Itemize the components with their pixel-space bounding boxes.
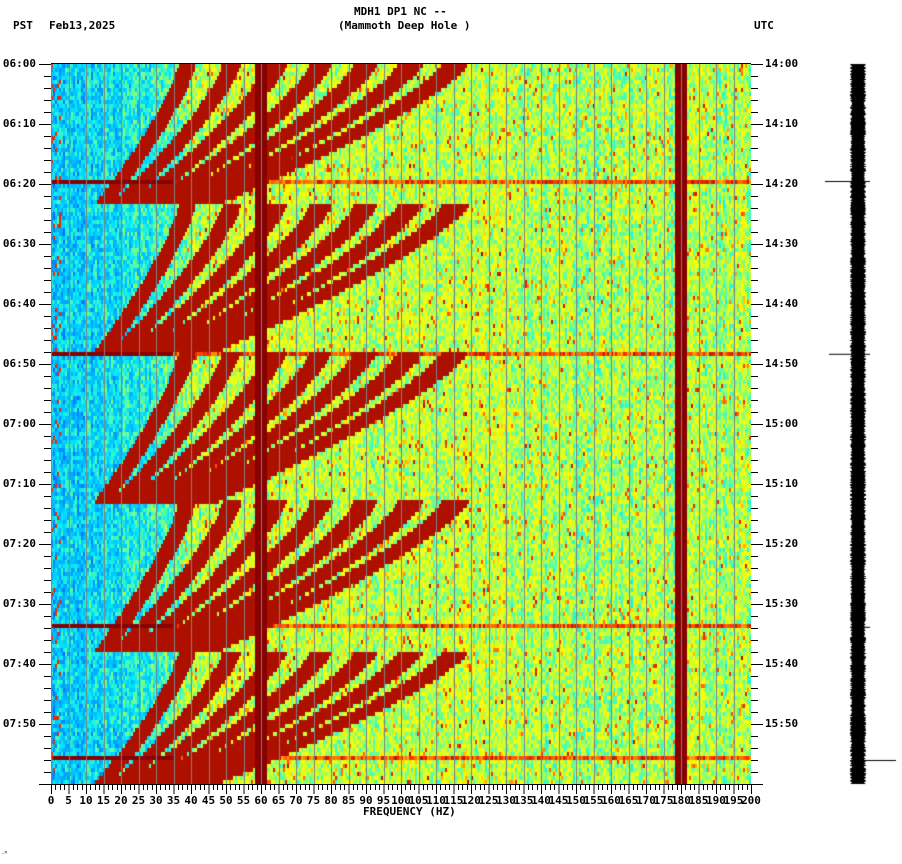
frequency-tick-label: 105 bbox=[408, 794, 429, 807]
time-tick-label-right: 14:50 bbox=[765, 357, 799, 370]
frequency-tick-label: 100 bbox=[391, 794, 411, 807]
frequency-tick-label: 170 bbox=[636, 794, 656, 807]
frequency-tick-label: 15 bbox=[96, 794, 111, 807]
time-tick-label-left: 06:30 bbox=[2, 237, 36, 250]
time-tick-label-left: 07:10 bbox=[2, 477, 36, 490]
time-tick-label-right: 14:20 bbox=[765, 177, 799, 190]
time-tick-label-right: 15:00 bbox=[765, 417, 799, 430]
time-tick-label-left: 06:50 bbox=[2, 357, 36, 370]
frequency-tick-label: 25 bbox=[131, 794, 146, 807]
time-tick-label-right: 15:30 bbox=[765, 597, 799, 610]
time-tick-label-right: 14:30 bbox=[765, 237, 799, 250]
frequency-tick-label: 75 bbox=[306, 794, 321, 807]
right-timezone-label: UTC bbox=[754, 19, 774, 32]
station-title: MDH1 DP1 NC -- bbox=[354, 5, 447, 18]
corner-mark: ᐧᴴ bbox=[2, 850, 9, 858]
frequency-tick-label: 150 bbox=[566, 794, 586, 807]
station-subtitle: (Mammoth Deep Hole ) bbox=[338, 19, 471, 32]
frequency-tick-label: 115 bbox=[443, 794, 464, 807]
frequency-tick-label: 60 bbox=[254, 794, 268, 807]
time-tick-label-left: 07:20 bbox=[2, 537, 36, 550]
frequency-tick-label: 65 bbox=[271, 794, 286, 807]
time-tick-label-right: 14:10 bbox=[765, 117, 799, 130]
spectrogram-heatmap bbox=[51, 64, 751, 784]
time-tick-label-right: 14:00 bbox=[765, 57, 799, 70]
frequency-tick-label: 45 bbox=[201, 794, 216, 807]
frequency-tick-label: 90 bbox=[359, 794, 373, 807]
time-tick-label-left: 06:00 bbox=[2, 57, 36, 70]
frequency-tick-label: 10 bbox=[79, 794, 93, 807]
time-tick-label-right: 15:10 bbox=[765, 477, 799, 490]
date-label: Feb13,2025 bbox=[49, 19, 116, 32]
time-tick-label-right: 15:50 bbox=[765, 717, 799, 730]
time-tick-label-right: 15:20 bbox=[765, 537, 799, 550]
frequency-tick-label: 5 bbox=[65, 794, 72, 807]
time-tick-label-left: 06:10 bbox=[2, 117, 36, 130]
frequency-tick-label: 200 bbox=[741, 794, 761, 807]
time-tick-label-left: 07:00 bbox=[2, 417, 36, 430]
frequency-tick-label: 190 bbox=[706, 794, 726, 807]
time-tick-label-left: 07:30 bbox=[2, 597, 36, 610]
frequency-tick-label: 30 bbox=[149, 794, 163, 807]
frequency-tick-label: 70 bbox=[289, 794, 303, 807]
frequency-tick-label: 165 bbox=[618, 794, 639, 807]
time-tick-label-left: 07:50 bbox=[2, 717, 36, 730]
time-tick-label-left: 06:40 bbox=[2, 297, 36, 310]
frequency-tick-label: 0 bbox=[47, 794, 55, 807]
time-tick-label-left: 07:40 bbox=[2, 657, 36, 670]
frequency-tick-label: 135 bbox=[513, 794, 534, 807]
frequency-tick-label: 20 bbox=[114, 794, 128, 807]
time-tick-label-left: 06:20 bbox=[2, 177, 36, 190]
frequency-tick-label: 180 bbox=[671, 794, 691, 807]
frequency-tick-label: 125 bbox=[478, 794, 499, 807]
frequency-tick-label: 145 bbox=[548, 794, 569, 807]
time-tick-label-right: 15:40 bbox=[765, 657, 799, 670]
frequency-tick-label: 95 bbox=[376, 794, 391, 807]
frequency-tick-label: 185 bbox=[688, 794, 709, 807]
left-timezone-label: PST bbox=[13, 19, 33, 32]
frequency-tick-label: 85 bbox=[341, 794, 356, 807]
frequency-tick-label: 195 bbox=[723, 794, 744, 807]
frequency-tick-label: 55 bbox=[236, 794, 251, 807]
frequency-tick-label: 50 bbox=[219, 794, 233, 807]
frequency-tick-label: 80 bbox=[324, 794, 338, 807]
seismogram-trace bbox=[820, 60, 902, 790]
frequency-tick-label: 40 bbox=[184, 794, 198, 807]
frequency-tick-label: 175 bbox=[653, 794, 674, 807]
frequency-tick-label: 160 bbox=[601, 794, 621, 807]
frequency-tick-label: 140 bbox=[531, 794, 551, 807]
x-axis-title: FREQUENCY (HZ) bbox=[363, 805, 456, 818]
frequency-tick-label: 155 bbox=[583, 794, 604, 807]
time-tick-label-right: 14:40 bbox=[765, 297, 799, 310]
frequency-tick-label: 130 bbox=[496, 794, 516, 807]
frequency-tick-label: 110 bbox=[426, 794, 446, 807]
frequency-tick-label: 35 bbox=[166, 794, 181, 807]
frequency-tick-label: 120 bbox=[461, 794, 481, 807]
